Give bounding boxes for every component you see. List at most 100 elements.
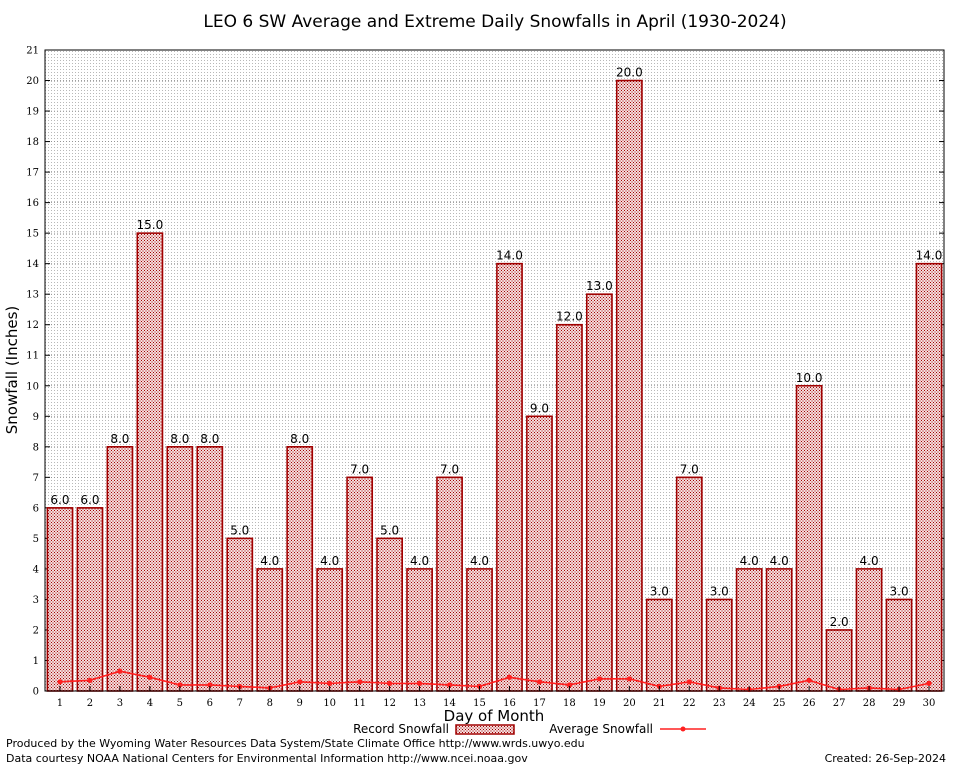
bar-value-label: 6.0 [80, 493, 99, 507]
chart-title: LEO 6 SW Average and Extreme Daily Snowf… [203, 12, 786, 32]
record-bar [615, 79, 643, 692]
record-bar [556, 323, 583, 692]
x-tick-label: 9 [297, 698, 303, 709]
average-point [207, 682, 213, 688]
bar-value-label: 4.0 [740, 554, 759, 568]
legend-label-average: Average Snowfall [549, 722, 653, 736]
footer-created-date: Created: 26-Sep-2024 [824, 752, 946, 765]
x-tick-label: 25 [773, 698, 786, 709]
record-bar [286, 446, 314, 692]
y-tick-label: 4 [33, 564, 39, 575]
y-tick-label: 5 [33, 534, 39, 545]
bar-value-label: 7.0 [440, 462, 459, 476]
record-bar [915, 262, 943, 692]
record-bar [825, 629, 853, 692]
y-tick-label: 12 [26, 320, 39, 331]
record-bar [855, 568, 883, 692]
footer-producer: Produced by the Wyoming Water Resources … [6, 737, 585, 750]
average-point [536, 679, 543, 685]
x-tick-label: 7 [237, 698, 243, 709]
bar-value-label: 15.0 [137, 218, 164, 232]
x-axis-ticks: 1 2 3 4 5 6 7 8 9 10 11 12 13 14 15 16 17 18 19 20 21 22 23 24 2… [57, 686, 936, 709]
record-bar [226, 537, 254, 692]
y-tick-label: 17 [26, 168, 39, 179]
y-tick-label: 3 [33, 595, 39, 606]
record-bar [705, 598, 733, 692]
bar-value-label: 3.0 [890, 584, 909, 598]
bar-value-label: 13.0 [586, 279, 613, 293]
average-point [297, 679, 303, 685]
bar-value-label: 4.0 [320, 554, 339, 568]
legend-label-record: Record Snowfall [353, 722, 449, 736]
x-tick-label: 27 [833, 698, 846, 709]
bar-value-label: 8.0 [110, 432, 129, 446]
bar-value-label: 20.0 [616, 66, 643, 80]
record-bar [106, 446, 134, 692]
average-point [596, 676, 602, 682]
record-bar [346, 476, 374, 692]
record-bar [436, 476, 463, 692]
record-bar [496, 262, 523, 692]
y-tick-label: 13 [26, 290, 39, 301]
x-tick-label: 16 [503, 698, 516, 709]
record-bar [585, 293, 613, 692]
x-tick-label: 28 [863, 698, 876, 709]
x-tick-label: 13 [413, 698, 426, 709]
record-bar [46, 507, 74, 692]
x-tick-label: 11 [353, 698, 366, 709]
record-bar [406, 568, 433, 692]
record-bars [46, 79, 943, 692]
x-tick-label: 17 [533, 698, 546, 709]
bar-value-label: 7.0 [680, 462, 699, 476]
record-bar [316, 568, 344, 692]
y-tick-label: 6 [33, 503, 39, 514]
record-bar [196, 446, 224, 692]
record-bar [885, 598, 913, 692]
y-tick-label: 7 [33, 473, 39, 484]
bar-value-label: 6.0 [50, 493, 69, 507]
average-point [626, 676, 632, 682]
x-tick-label: 20 [623, 698, 636, 709]
x-tick-label: 10 [323, 698, 336, 709]
average-point [117, 668, 123, 674]
bar-value-label: 4.0 [770, 554, 789, 568]
average-point [686, 679, 692, 685]
y-tick-label: 20 [26, 76, 39, 87]
average-snowfall-line [59, 670, 930, 691]
record-bar [735, 568, 763, 692]
x-tick-label: 30 [923, 698, 936, 709]
x-tick-label: 21 [653, 698, 666, 709]
y-tick-label: 8 [33, 442, 39, 453]
record-bar [675, 476, 703, 692]
x-tick-label: 4 [147, 698, 153, 709]
y-tick-label: 19 [26, 107, 39, 118]
average-point [566, 682, 573, 688]
average-point [387, 680, 393, 686]
bar-value-label: 4.0 [860, 554, 879, 568]
y-tick-label: 2 [33, 625, 39, 636]
average-point [57, 679, 63, 685]
bar-value-label: 5.0 [230, 523, 249, 537]
x-tick-label: 1 [57, 698, 63, 709]
x-tick-label: 8 [267, 698, 273, 709]
bar-value-label: 2.0 [830, 615, 849, 629]
y-tick-label: 10 [26, 381, 39, 392]
bar-value-label: 7.0 [350, 462, 369, 476]
average-point [87, 677, 93, 683]
record-bar [466, 568, 493, 692]
bar-value-label: 9.0 [530, 401, 549, 415]
bar-value-label: 4.0 [410, 554, 429, 568]
average-point [926, 680, 932, 686]
x-tick-label: 22 [683, 698, 696, 709]
bar-value-label: 8.0 [200, 432, 219, 446]
y-tick-label: 21 [26, 46, 39, 57]
y-tick-label: 9 [33, 412, 39, 423]
bar-value-label: 3.0 [650, 584, 669, 598]
y-tick-label: 15 [26, 229, 39, 240]
bar-value-label: 10.0 [796, 371, 823, 385]
y-tick-label: 18 [26, 137, 39, 148]
x-tick-label: 2 [87, 698, 93, 709]
record-bar [765, 568, 793, 692]
average-point [147, 674, 153, 680]
